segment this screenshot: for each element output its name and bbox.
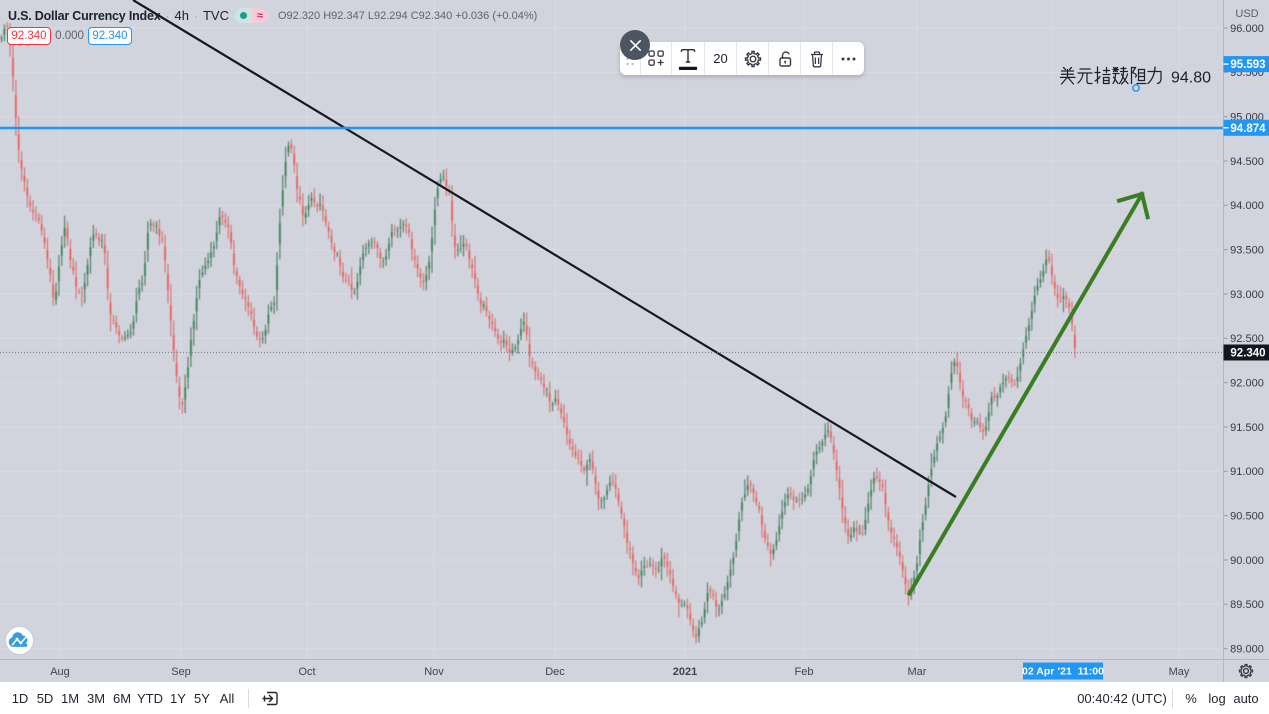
svg-text:USD: USD (1235, 8, 1258, 20)
svg-text:89.500: 89.500 (1230, 599, 1264, 611)
svg-text:02 Apr ’21 11:00: 02 Apr ’21 11:00 (1022, 666, 1104, 678)
svg-text:91.000: 91.000 (1230, 466, 1264, 478)
svg-text:94.000: 94.000 (1230, 200, 1264, 212)
svg-text:90.000: 90.000 (1230, 555, 1264, 567)
svg-text:2021: 2021 (673, 666, 697, 678)
svg-text:Mar: Mar (908, 666, 927, 678)
svg-text:94.874: 94.874 (1230, 123, 1266, 135)
svg-text:Aug: Aug (50, 666, 70, 678)
svg-text:92.000: 92.000 (1230, 378, 1264, 390)
svg-text:96.000: 96.000 (1230, 23, 1264, 35)
svg-text:93.000: 93.000 (1230, 289, 1264, 301)
svg-text:Dec: Dec (545, 666, 565, 678)
svg-text:92.500: 92.500 (1230, 333, 1264, 345)
svg-text:94.500: 94.500 (1230, 156, 1264, 168)
svg-text:90.500: 90.500 (1230, 511, 1264, 523)
svg-text:May: May (1169, 666, 1190, 678)
svg-text:94.80: 94.80 (1171, 70, 1211, 87)
svg-text:Oct: Oct (298, 666, 315, 678)
svg-text:Feb: Feb (795, 666, 814, 678)
svg-text:89.000: 89.000 (1230, 644, 1264, 656)
svg-text:Sep: Sep (171, 666, 191, 678)
svg-text:91.500: 91.500 (1230, 422, 1264, 434)
svg-text:92.340: 92.340 (1230, 348, 1265, 360)
svg-text:Nov: Nov (424, 666, 444, 678)
svg-text:95.593: 95.593 (1230, 59, 1265, 71)
svg-text:93.500: 93.500 (1230, 245, 1264, 257)
